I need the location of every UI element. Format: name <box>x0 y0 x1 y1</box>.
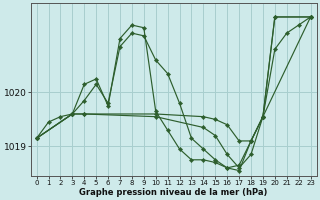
X-axis label: Graphe pression niveau de la mer (hPa): Graphe pression niveau de la mer (hPa) <box>79 188 268 197</box>
